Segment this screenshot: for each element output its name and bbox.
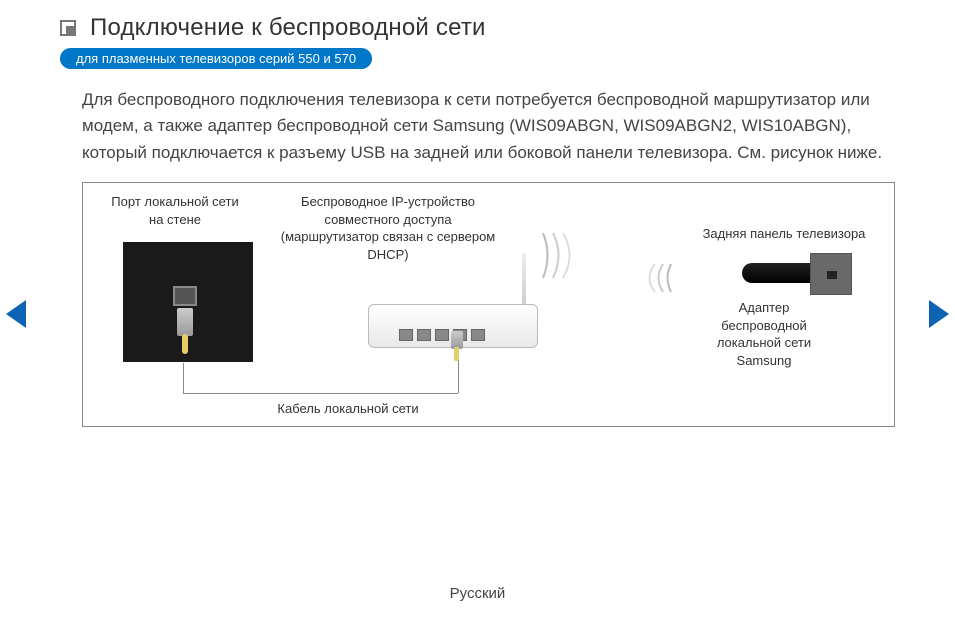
connection-diagram: Порт локальной сети на стене Беспроводно… [82, 182, 895, 427]
label-adapter: Адаптер беспроводной локальной сети Sams… [704, 299, 824, 369]
tv-back-panel-icon [810, 253, 852, 295]
label-tv-back: Задняя панель телевизора [694, 225, 874, 243]
prev-page-button[interactable] [4, 300, 26, 328]
lan-cable-segment [183, 393, 458, 394]
model-series-pill: для плазменных телевизоров серий 550 и 5… [60, 48, 372, 69]
next-page-button[interactable] [929, 300, 951, 328]
label-router: Беспроводное IP-устройство совместного д… [273, 193, 503, 263]
label-router-line2: (маршрутизатор связан с сервером DHCP) [281, 229, 495, 262]
router-antenna-icon [522, 253, 526, 308]
lan-jack-icon [173, 286, 197, 306]
wireless-adapter-icon [742, 263, 814, 283]
label-router-line1: Беспроводное IP-устройство совместного д… [301, 194, 475, 227]
label-lan-cable: Кабель локальной сети [263, 400, 433, 418]
wifi-waves-icon [643, 260, 675, 296]
router-plug-icon [451, 331, 463, 349]
wall-plate-icon [123, 242, 253, 362]
lan-plug-icon [177, 308, 193, 336]
footer-language: Русский [0, 585, 955, 602]
label-wall-port: Порт локальной сети на стене [105, 193, 245, 228]
wifi-waves-icon [538, 228, 578, 283]
section-bullet-icon [60, 20, 76, 36]
router-ports-icon [399, 329, 485, 341]
page-title: Подключение к беспроводной сети [90, 14, 486, 42]
lan-cable-segment [183, 363, 184, 393]
description-paragraph: Для беспроводного подключения телевизора… [82, 87, 895, 166]
